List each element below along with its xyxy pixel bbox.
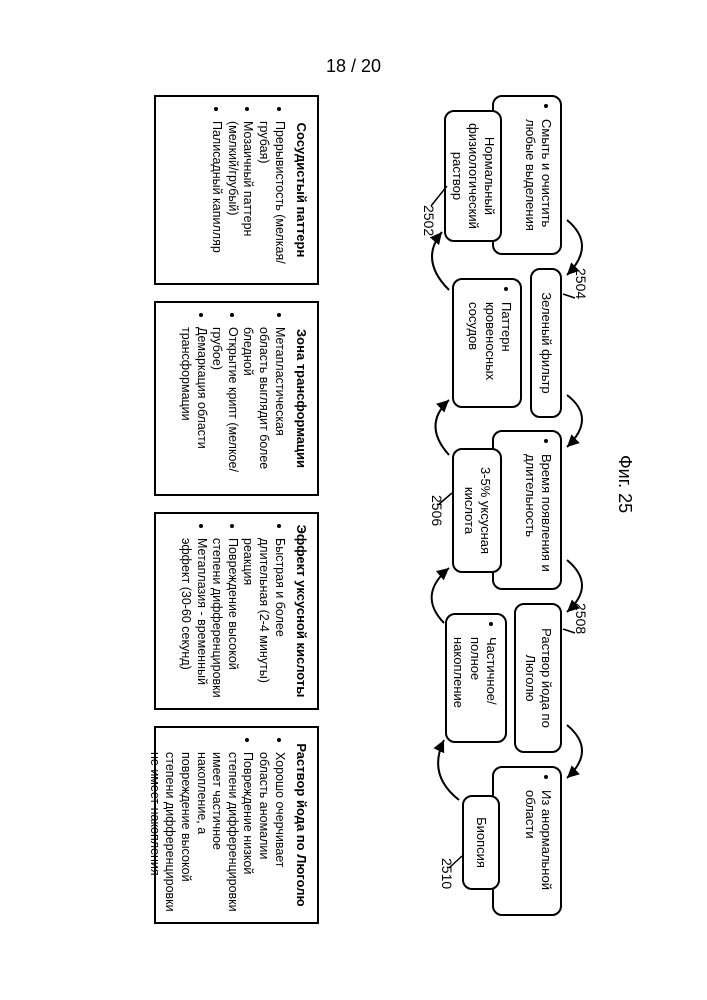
info-lugol-list: Хорошо очерчивает область аномалии Повре… (146, 738, 287, 912)
list-item: Мозаичный паттерн (мелкий/грубый) (224, 121, 255, 273)
figure-canvas: Фиг. 25 Смыть и очистить любые выделения… (0, 0, 707, 1000)
info-vascular-list: Прерывистость (мелкая/грубая) Мозаичный … (209, 107, 287, 273)
info-tz: Зона трансформации Метапластическая обла… (154, 301, 319, 496)
list-item: Метапластическая область выглядит более … (240, 327, 287, 484)
list-item: Хорошо очерчивает область аномалии (256, 752, 287, 912)
info-lugol-title: Раствор йода по Люголю (293, 738, 309, 912)
info-tz-title: Зона трансформации (293, 313, 309, 484)
list-item: Повреждение низкой степени дифференциров… (146, 752, 255, 912)
info-acetic: Эффект уксусной кислоты Быстрая и более … (154, 512, 319, 710)
list-item: Метаплазия - временный эффект (30-60 сек… (177, 538, 208, 698)
info-vascular-title: Сосудистый паттерн (293, 107, 309, 273)
info-tz-list: Метапластическая область выглядит более … (177, 313, 286, 484)
list-item: Повреждение высокой степени дифференциро… (209, 538, 240, 698)
info-lugol: Раствор йода по Люголю Хорошо очерчивает… (154, 726, 319, 924)
list-item: Демаркация области трансформации (177, 327, 208, 484)
info-vascular: Сосудистый паттерн Прерывистость (мелкая… (154, 95, 319, 285)
arrows (327, 0, 707, 1000)
info-acetic-list: Быстрая и более длительная (2-4 минуты) … (177, 524, 286, 698)
list-item: Палисадный капилляр (209, 121, 225, 273)
list-item: Быстрая и более длительная (2-4 минуты) … (240, 538, 287, 698)
list-item: Прерывистость (мелкая/грубая) (256, 121, 287, 273)
list-item: Открытие крипт (мелкое/грубое) (209, 327, 240, 484)
info-acetic-title: Эффект уксусной кислоты (293, 524, 309, 698)
